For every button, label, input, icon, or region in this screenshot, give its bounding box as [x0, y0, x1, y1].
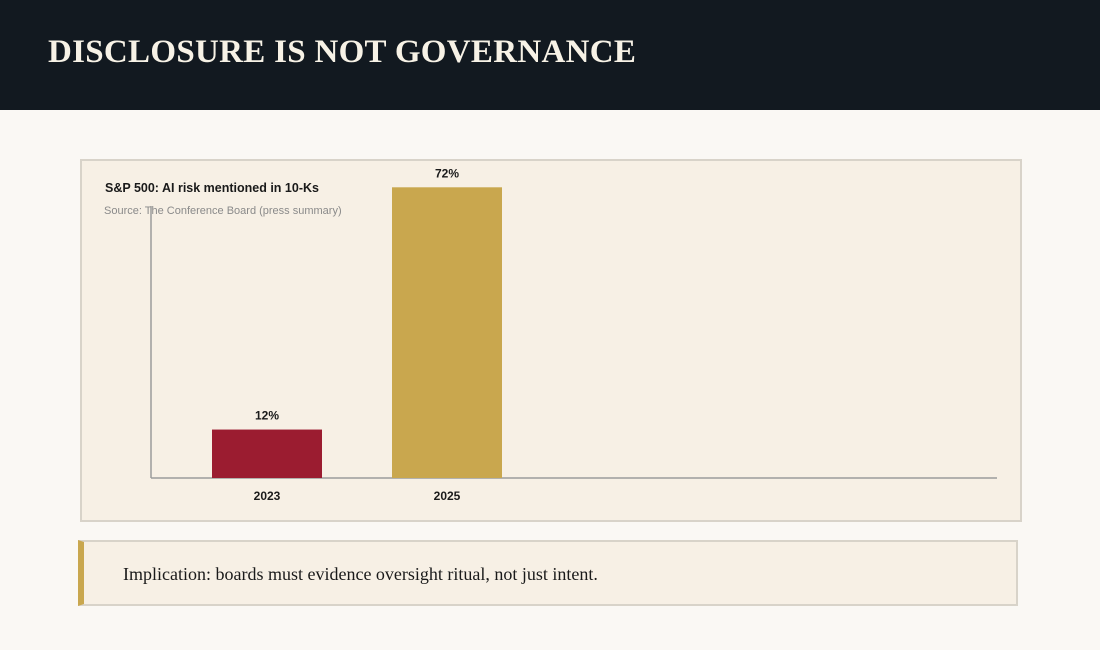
value-label-2023: 12%: [255, 409, 279, 423]
bar-2025: [392, 187, 502, 479]
value-label-2025: 72%: [435, 166, 459, 180]
bar-group: 12% 2023 72% 2025: [212, 166, 502, 503]
bar-2023: [212, 429, 322, 478]
page-title: DISCLOSURE IS NOT GOVERNANCE: [48, 34, 637, 70]
implication-callout: Implication: boards must evidence oversi…: [78, 540, 1018, 606]
bar-chart: S&P 500: AI risk mentioned in 10-Ks Sour…: [104, 166, 997, 503]
x-tick-label-2023: 2023: [254, 489, 281, 503]
chart-title: S&P 500: AI risk mentioned in 10-Ks: [105, 181, 319, 195]
header-bar: DISCLOSURE IS NOT GOVERNANCE: [0, 0, 1100, 110]
x-tick-label-2025: 2025: [434, 489, 461, 503]
implication-text: Implication: boards must evidence oversi…: [123, 564, 598, 584]
chart-card: S&P 500: AI risk mentioned in 10-Ks Sour…: [80, 159, 1022, 522]
chart-source: Source: The Conference Board (press summ…: [104, 205, 342, 217]
